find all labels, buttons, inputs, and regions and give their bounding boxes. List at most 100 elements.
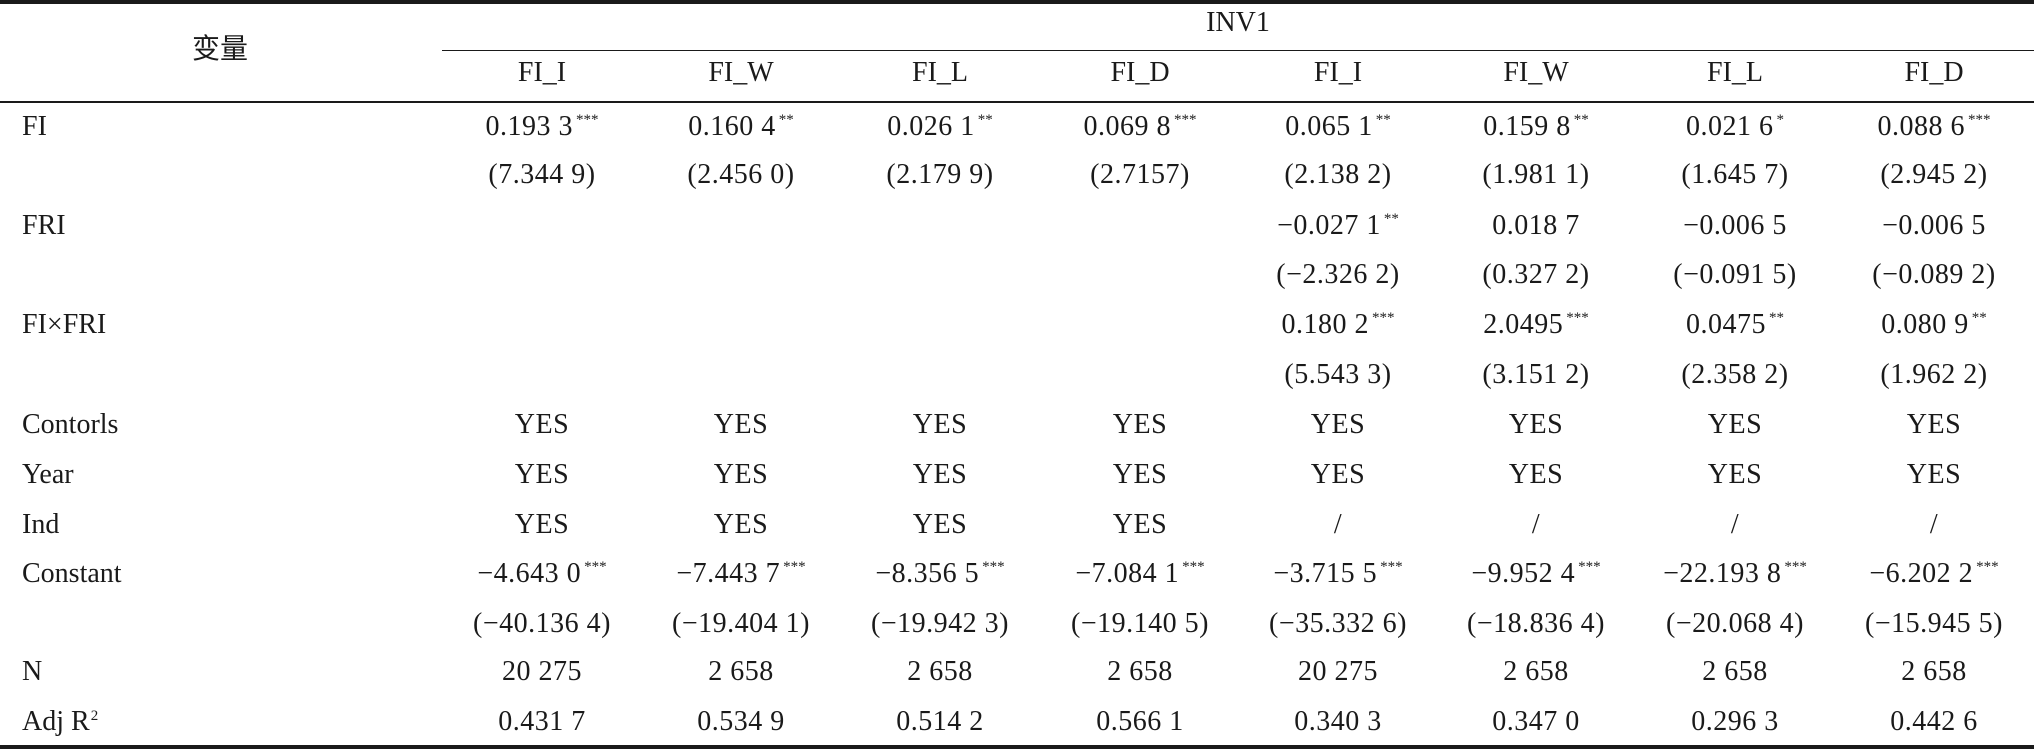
coef-cell: 2.0495 *** xyxy=(1436,308,1636,342)
t-stat-cell: (−20.068 4) xyxy=(1666,608,1804,639)
coef-value: 0.018 7 xyxy=(1492,210,1580,241)
control-cell: YES xyxy=(1112,459,1168,490)
control-cell: YES xyxy=(514,459,570,490)
n-cell: 2 658 xyxy=(1702,656,1768,687)
column-header-7: FI_L xyxy=(1707,57,1763,88)
coef-cell: −0.027 1 ** xyxy=(1238,209,1438,243)
n-cell: 2 658 xyxy=(1107,656,1173,687)
significance-stars: ** xyxy=(1375,112,1391,128)
control-cell: YES xyxy=(1906,459,1962,490)
significance-stars: ** xyxy=(1971,310,1987,326)
adj-r2-cell: 0.340 3 xyxy=(1294,706,1382,737)
adj-r2-cell: 0.514 2 xyxy=(896,706,984,737)
coef-cell: −7.084 1 *** xyxy=(1040,557,1240,591)
column-header-5: FI_I xyxy=(1313,57,1363,88)
adj-r2-cell: 0.566 1 xyxy=(1096,706,1184,737)
group-span-rule xyxy=(442,50,2034,51)
n-cell: 2 658 xyxy=(907,656,973,687)
coef-cell: 0.180 2 *** xyxy=(1238,308,1438,342)
coef-cell: −9.952 4 *** xyxy=(1436,557,1636,591)
significance-stars: *** xyxy=(1976,559,1999,575)
control-cell: YES xyxy=(1112,409,1168,440)
row-label: FI xyxy=(22,111,47,142)
coef-cell: 0.018 7 xyxy=(1436,209,1636,243)
significance-stars: *** xyxy=(1578,559,1601,575)
coef-value: −3.715 5 xyxy=(1273,558,1378,589)
t-stat-cell: (1.962 2) xyxy=(1880,359,1988,390)
coef-cell: −22.193 8 *** xyxy=(1635,557,1835,591)
coef-cell: 0.0475 ** xyxy=(1635,308,1835,342)
n-cell: 20 275 xyxy=(1298,656,1378,687)
coef-cell: −0.006 5 xyxy=(1834,209,2034,243)
row-label: Contorls xyxy=(22,409,119,440)
group-header-inv1: INV1 xyxy=(1206,7,1270,38)
control-cell: / xyxy=(1730,509,1740,540)
control-cell: YES xyxy=(1508,409,1564,440)
row-label: FI×FRI xyxy=(22,309,107,340)
control-cell: YES xyxy=(912,509,968,540)
column-header-3: FI_L xyxy=(912,57,968,88)
coef-value: −7.084 1 xyxy=(1075,558,1180,589)
row-label: FRI xyxy=(22,210,66,241)
adj-r2-cell: 0.431 7 xyxy=(498,706,586,737)
coef-value: 0.159 8 xyxy=(1483,111,1571,142)
t-stat-cell: (2.7157) xyxy=(1090,159,1190,190)
coef-value: 0.026 1 xyxy=(887,111,975,142)
control-cell: YES xyxy=(514,509,570,540)
adj-r2-label: Adj R xyxy=(22,706,90,737)
column-header-2: FI_W xyxy=(708,57,774,88)
significance-stars: *** xyxy=(1174,112,1197,128)
column-header-4: FI_D xyxy=(1110,57,1170,88)
coef-cell: −4.643 0 *** xyxy=(442,557,642,591)
coef-value: 0.088 6 xyxy=(1877,111,1965,142)
significance-stars: *** xyxy=(1372,310,1395,326)
significance-stars: ** xyxy=(977,112,993,128)
t-stat-cell: (2.358 2) xyxy=(1681,359,1789,390)
coef-value: 0.021 6 xyxy=(1686,111,1774,142)
significance-stars: *** xyxy=(584,559,607,575)
row-label: Constant xyxy=(22,558,122,589)
control-cell: YES xyxy=(514,409,570,440)
t-stat-cell: (2.456 0) xyxy=(687,159,795,190)
t-stat-cell: (−19.404 1) xyxy=(672,608,810,639)
coef-value: −0.006 5 xyxy=(1683,210,1787,241)
t-stat-cell: (1.645 7) xyxy=(1681,159,1789,190)
coef-cell: 0.069 8 *** xyxy=(1040,110,1240,144)
column-header-1: FI_I xyxy=(517,57,567,88)
coef-cell: 0.021 6 * xyxy=(1635,110,1835,144)
coef-value: −9.952 4 xyxy=(1471,558,1576,589)
adj-r2-cell: 0.534 9 xyxy=(697,706,785,737)
n-cell: 20 275 xyxy=(502,656,582,687)
coef-value: 0.080 9 xyxy=(1881,309,1969,340)
control-cell: YES xyxy=(1310,459,1366,490)
coef-cell: 0.080 9 ** xyxy=(1834,308,2034,342)
coef-value: −7.443 7 xyxy=(676,558,781,589)
t-stat-cell: (7.344 9) xyxy=(488,159,596,190)
significance-stars: ** xyxy=(1769,310,1784,326)
t-stat-cell: (−19.942 3) xyxy=(871,608,1009,639)
table-top-rule xyxy=(0,0,2034,4)
control-cell: YES xyxy=(1707,409,1763,440)
coef-cell: 0.160 4 ** xyxy=(641,110,841,144)
control-cell: YES xyxy=(713,459,769,490)
significance-stars: *** xyxy=(982,559,1005,575)
control-cell: YES xyxy=(1707,459,1763,490)
t-stat-cell: (0.327 2) xyxy=(1482,259,1590,290)
variable-header: 变量 xyxy=(191,34,248,65)
coef-cell: 0.159 8 ** xyxy=(1436,110,1636,144)
coef-cell: 0.065 1 ** xyxy=(1238,110,1438,144)
coef-value: −22.193 8 xyxy=(1663,558,1782,589)
coef-cell: −3.715 5 *** xyxy=(1238,557,1438,591)
row-label: Adj R2 xyxy=(22,705,98,739)
adj-r2-superscript: 2 xyxy=(90,708,99,724)
control-cell: YES xyxy=(912,409,968,440)
significance-stars: ** xyxy=(778,112,794,128)
coef-cell: −0.006 5 xyxy=(1635,209,1835,243)
n-cell: 2 658 xyxy=(1503,656,1569,687)
t-stat-cell: (−0.091 5) xyxy=(1673,259,1797,290)
adj-r2-cell: 0.347 0 xyxy=(1492,706,1580,737)
coef-value: −8.356 5 xyxy=(875,558,980,589)
significance-stars: *** xyxy=(1182,559,1205,575)
significance-stars: *** xyxy=(576,112,599,128)
